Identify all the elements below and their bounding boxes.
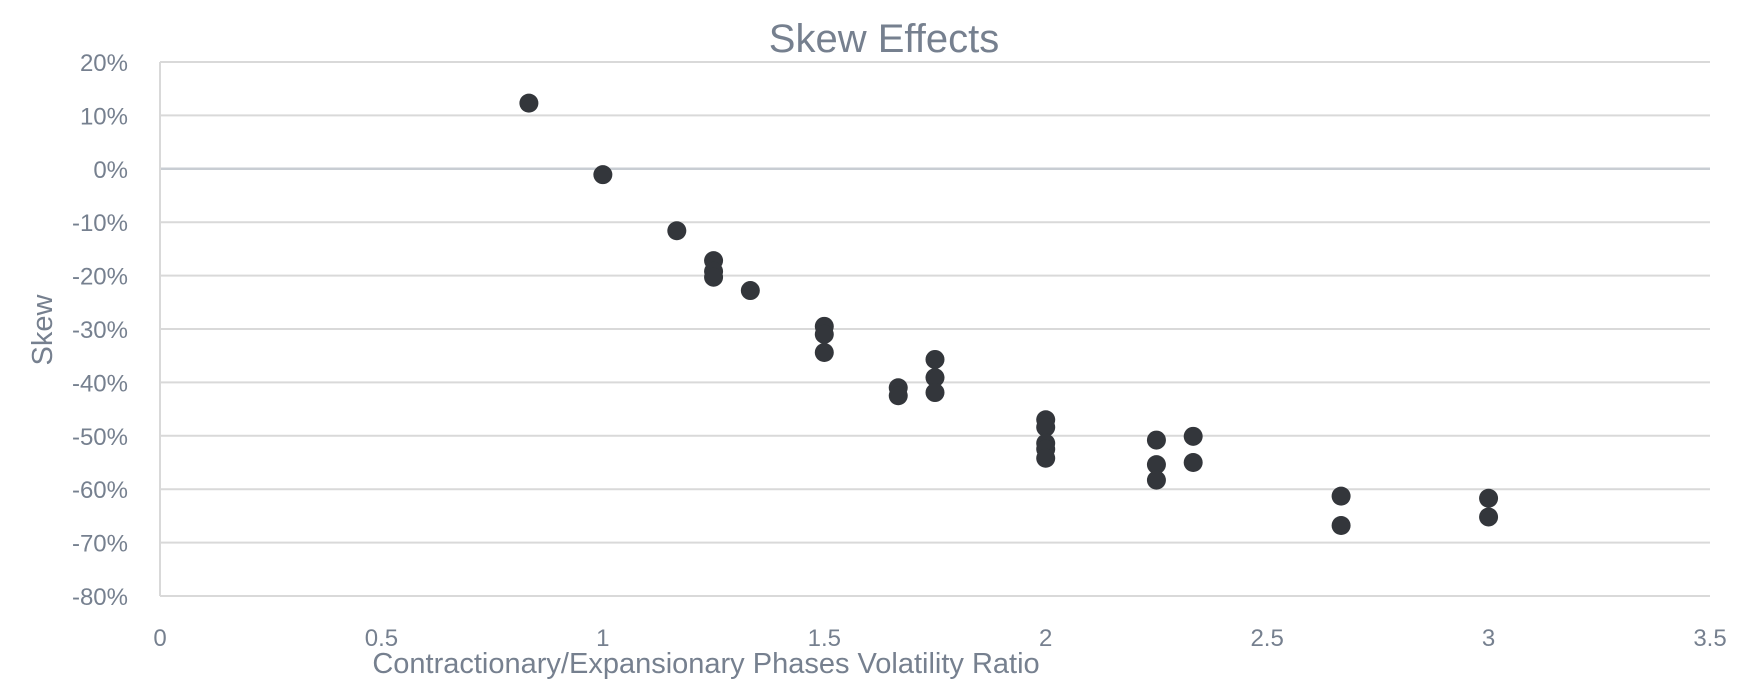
y-tick-label: -20%: [72, 264, 128, 291]
y-tick-label: 20%: [80, 50, 128, 77]
x-tick-label: 2.5: [1250, 625, 1283, 652]
x-tick-label: 1: [596, 625, 609, 652]
data-point: [519, 93, 539, 113]
data-point: [1183, 453, 1203, 472]
y-axis-title: Skew: [27, 293, 59, 365]
x-tick-label: 3.5: [1693, 625, 1726, 652]
chart-title: Skew Effects: [769, 17, 999, 61]
data-point: [593, 165, 613, 185]
y-axis-tick-labels: 20% 10% 0% -10% -20% -30% -40% -50% -60% -70% -80%: [72, 50, 128, 611]
data-point: [814, 324, 834, 344]
data-point: [704, 267, 724, 287]
data-point: [1036, 417, 1056, 437]
y-tick-label: -80%: [72, 584, 128, 611]
x-tick-label: 3: [1482, 625, 1495, 652]
y-tick-label: -40%: [72, 370, 128, 397]
data-point: [814, 342, 834, 362]
y-tick-label: -10%: [72, 210, 128, 237]
x-tick-label: 0: [153, 625, 166, 652]
x-tick-label: 2: [1039, 625, 1052, 652]
data-point: [1146, 470, 1166, 490]
y-tick-label: -70%: [72, 531, 128, 558]
data-point: [1036, 448, 1056, 468]
y-tick-label: -30%: [72, 317, 128, 344]
data-point: [1146, 430, 1166, 450]
x-axis-title: Contractionary/Expansionary Phases Volat…: [372, 648, 1039, 680]
data-point: [1331, 486, 1351, 506]
x-tick-label: 0.5: [365, 625, 398, 652]
data-point: [925, 368, 945, 388]
data-point: [925, 349, 945, 369]
x-axis-tick-labels: 0 0.5 1 1.5 2 2.5 3 3.5: [153, 625, 1726, 652]
data-point: [925, 383, 945, 403]
x-tick-label: 1.5: [808, 625, 841, 652]
data-point: [667, 221, 687, 241]
data-points: [519, 93, 1499, 536]
data-point: [1146, 455, 1166, 475]
data-point: [1183, 426, 1203, 446]
data-point: [1479, 488, 1499, 508]
y-tick-label: -50%: [72, 424, 128, 451]
y-tick-label: 10%: [80, 103, 128, 130]
data-point: [888, 386, 908, 406]
data-point: [740, 281, 760, 301]
data-point: [1331, 516, 1351, 536]
y-tick-label: -60%: [72, 477, 128, 504]
y-tick-label: 0%: [93, 157, 128, 184]
gridlines: [160, 61, 1710, 597]
data-point: [1479, 507, 1499, 527]
